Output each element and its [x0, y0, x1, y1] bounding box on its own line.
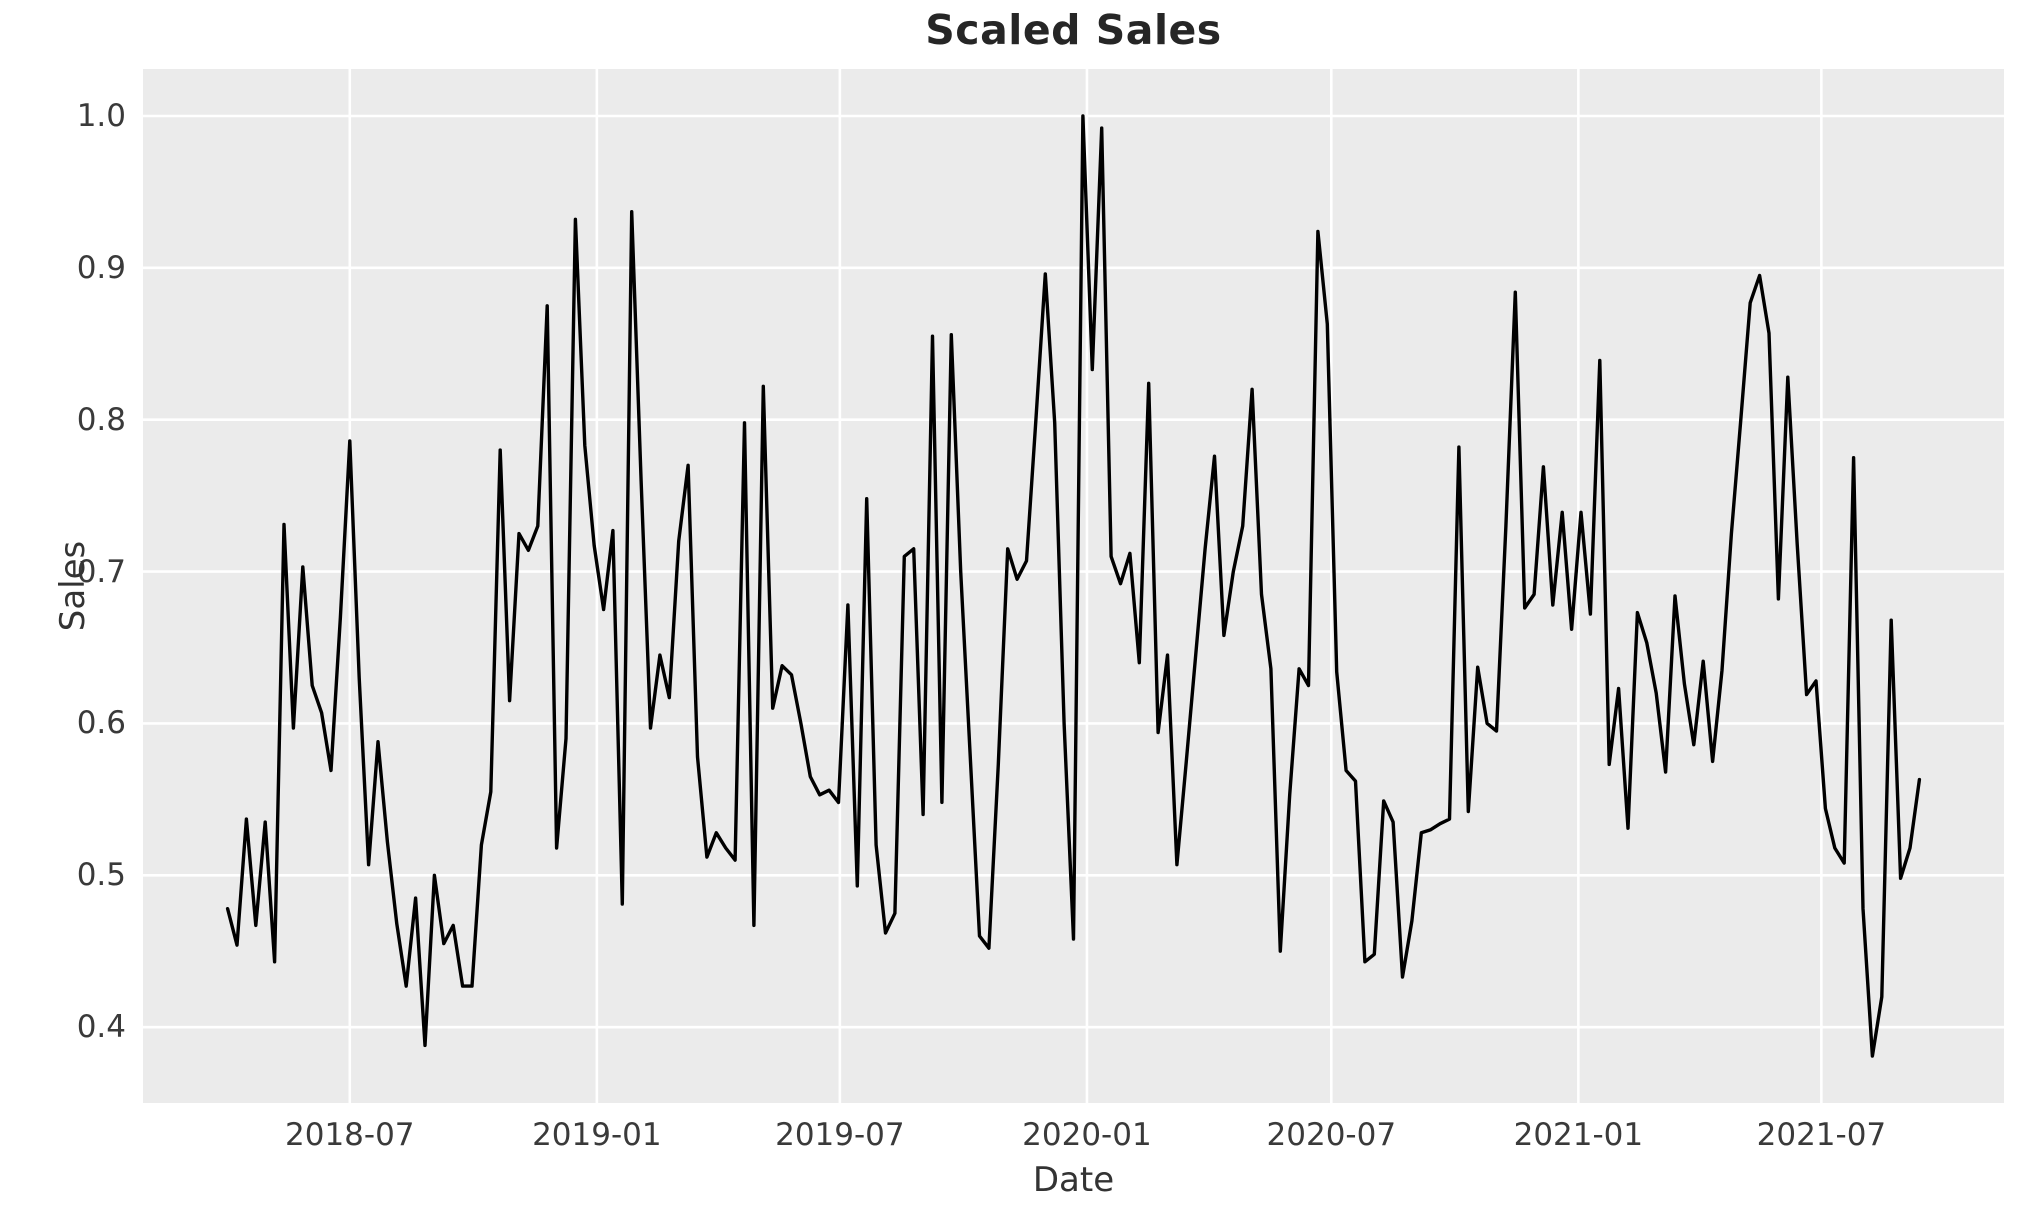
x-tick-label-2021-01: 2021-01	[1513, 1117, 1644, 1153]
y-tick-label-0.6: 0.6	[76, 705, 126, 742]
sales-line-chart-svg	[143, 69, 2004, 1103]
x-tick-label-2018-07: 2018-07	[285, 1117, 415, 1153]
y-tick-label-0.7: 0.7	[76, 553, 126, 590]
y-tick-label-0.8: 0.8	[76, 401, 126, 438]
y-axis-label: Sales	[53, 540, 93, 632]
y-tick-label-0.4: 0.4	[76, 1009, 126, 1046]
x-tick-label-2019-07: 2019-07	[775, 1117, 905, 1153]
plot-area	[143, 69, 2004, 1103]
x-tick-label-2021-07: 2021-07	[1756, 1117, 1887, 1153]
sales-series-line	[225, 114, 1922, 1058]
x-tick-label-2020-07: 2020-07	[1266, 1117, 1397, 1153]
y-tick-label-0.5: 0.5	[76, 857, 126, 894]
chart-title: Scaled Sales	[925, 6, 1222, 54]
y-tick-label-0.9: 0.9	[76, 249, 126, 286]
y-tick-label-1.0: 1.0	[76, 98, 126, 134]
x-tick-label-2020-01: 2020-01	[1022, 1117, 1152, 1153]
x-tick-label-2019-01: 2019-01	[532, 1117, 662, 1153]
x-axis-label: Date	[1032, 1160, 1115, 1200]
